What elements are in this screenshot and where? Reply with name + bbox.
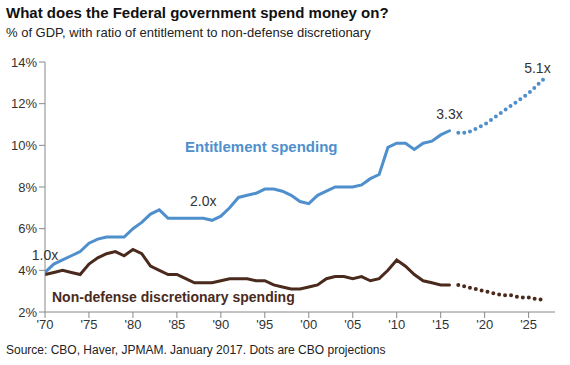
svg-text:8%: 8% (18, 180, 37, 195)
svg-text:12%: 12% (11, 96, 37, 111)
svg-text:'80: '80 (124, 317, 141, 332)
svg-text:1.0x: 1.0x (32, 247, 58, 263)
svg-text:'25: '25 (520, 317, 537, 332)
svg-text:14%: 14% (11, 55, 37, 70)
html-text:Source: CBO, Haver, JPMAM. Jan: Source: CBO, Haver, JPMAM. January 2017.… (6, 343, 386, 357)
svg-text:4%: 4% (18, 263, 37, 278)
html-text:Entitlement spending: Entitlement spending (185, 138, 338, 155)
svg-text:3.3x: 3.3x (436, 106, 462, 122)
svg-text:'95: '95 (256, 317, 273, 332)
html-text:Non-defense discretionary spen: Non-defense discretionary spending (52, 289, 295, 305)
svg-text:'75: '75 (80, 317, 97, 332)
html-text:What does the Federal governme: What does the Federal government spend m… (6, 4, 389, 21)
svg-text:2%: 2% (18, 305, 37, 320)
svg-text:'20: '20 (476, 317, 493, 332)
svg-text:2.0x: 2.0x (190, 193, 216, 209)
html-text:% of GDP, with ratio of entitl: % of GDP, with ratio of entitlement to n… (6, 25, 371, 40)
svg-text:'70: '70 (37, 317, 54, 332)
svg-text:'90: '90 (212, 317, 229, 332)
svg-text:'00: '00 (300, 317, 317, 332)
svg-text:10%: 10% (11, 138, 37, 153)
svg-text:5.1x: 5.1x (524, 60, 550, 76)
svg-text:6%: 6% (18, 221, 37, 236)
svg-text:'15: '15 (432, 317, 449, 332)
svg-text:'85: '85 (168, 317, 185, 332)
svg-text:'05: '05 (344, 317, 361, 332)
svg-text:'10: '10 (388, 317, 405, 332)
